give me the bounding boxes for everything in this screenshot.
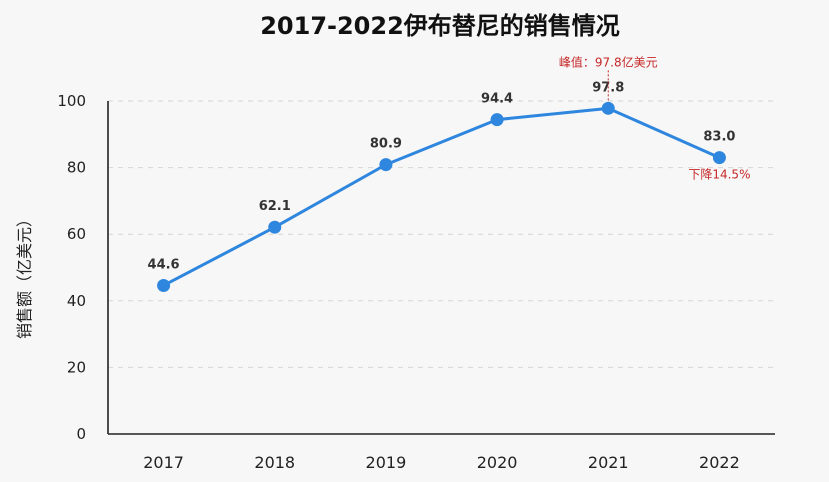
y-tick-label: 100	[57, 92, 86, 110]
data-label: 83.0	[703, 130, 735, 145]
data-label: 44.6	[148, 257, 180, 272]
y-tick-label: 40	[67, 292, 86, 310]
y-tick-label: 80	[67, 159, 86, 177]
data-label-layer: 44.662.180.994.497.883.0	[148, 80, 736, 272]
x-tick-label: 2022	[699, 453, 740, 472]
series-line	[162, 106, 721, 287]
x-tick-label: 2017	[143, 453, 184, 472]
axis-layer	[107, 101, 775, 435]
decline-annotation: 下降14.5%	[688, 168, 750, 182]
series-layer	[157, 101, 726, 292]
data-point	[379, 158, 393, 172]
x-tick-label: 2020	[477, 453, 518, 472]
x-tick-label: 2018	[254, 453, 295, 472]
data-label: 62.1	[259, 199, 291, 214]
peak-annotation: 峰值：97.8亿美元	[559, 54, 658, 69]
data-point	[601, 101, 615, 115]
y-tick-label: 20	[67, 358, 86, 376]
data-point	[268, 220, 282, 234]
data-point	[157, 278, 171, 292]
grid-layer	[108, 100, 775, 368]
y-tick-label: 0	[76, 425, 86, 443]
x-tick-label: 2019	[366, 453, 407, 472]
x-tick-label: 2021	[588, 453, 629, 472]
data-point	[490, 113, 504, 127]
data-point	[712, 151, 726, 165]
data-label: 94.4	[481, 92, 513, 107]
y-tick-label: 60	[67, 225, 86, 243]
tick-layer: 0 20 40 60 80 100 2017 2018 2019 2020 2021 2022	[57, 92, 739, 472]
y-axis-label: 销售额（亿美元）	[15, 211, 34, 339]
data-label: 80.9	[370, 137, 402, 152]
chart-title: 2017-2022伊布替尼的销售情况	[260, 12, 620, 40]
